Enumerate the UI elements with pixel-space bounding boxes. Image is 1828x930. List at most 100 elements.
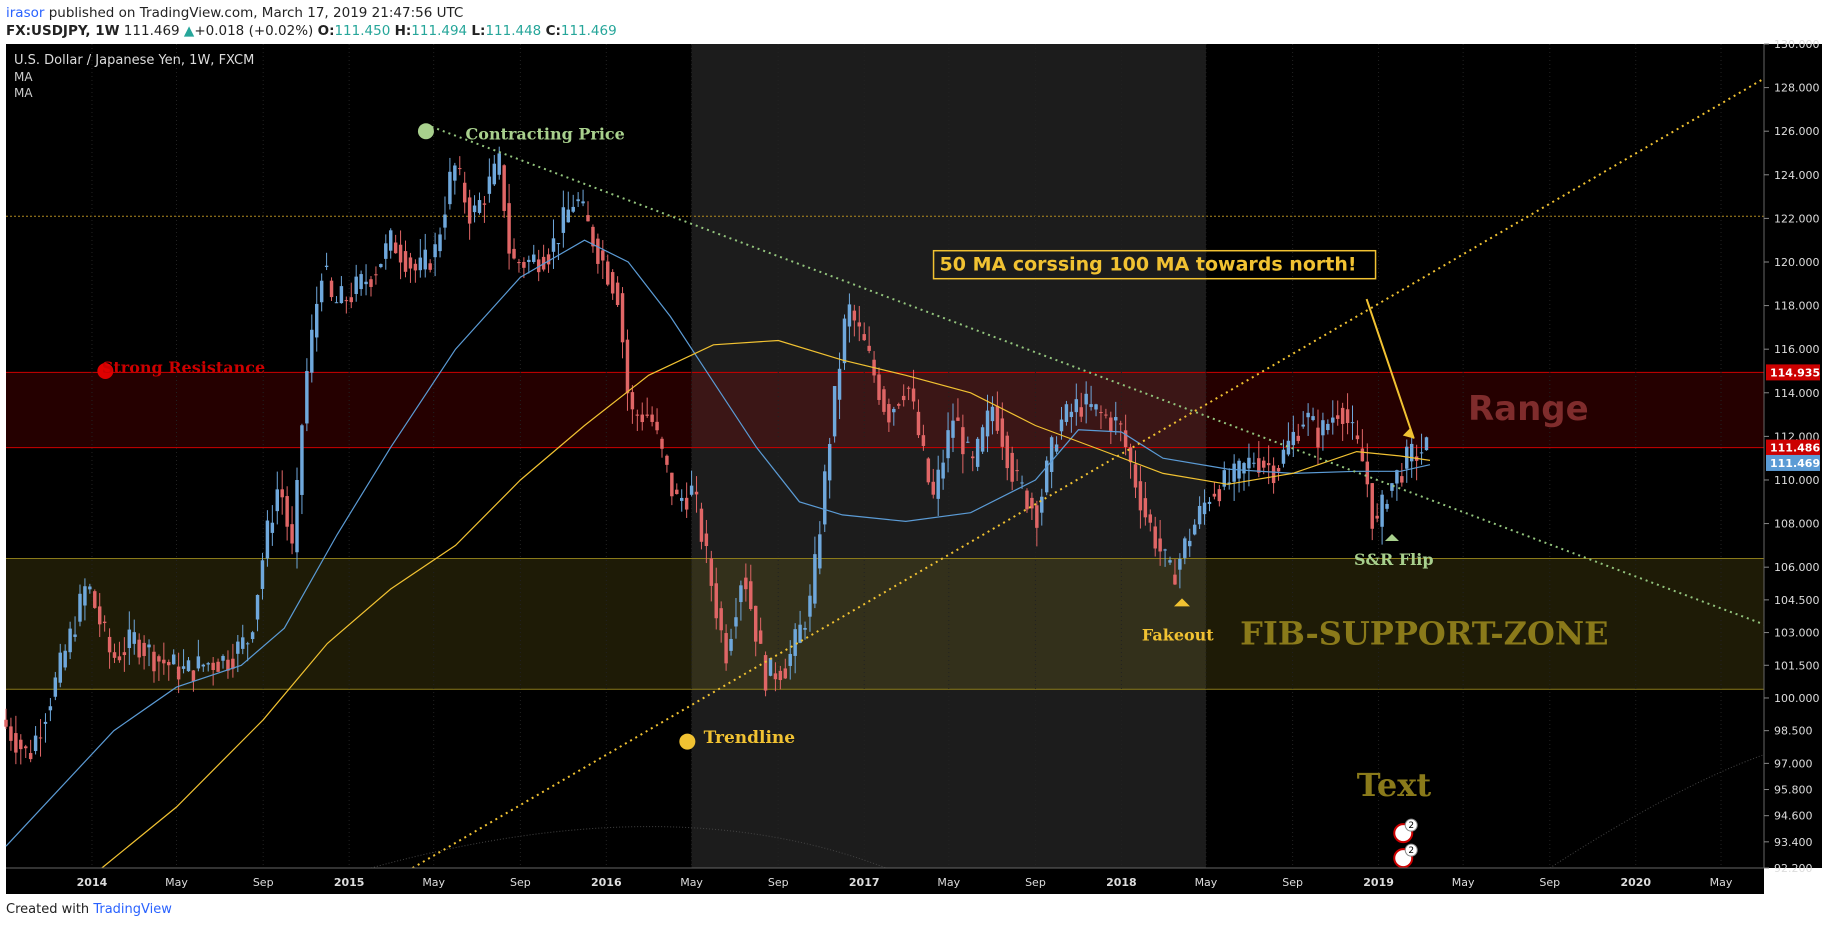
candle-body (28, 753, 33, 760)
candle-body (1040, 496, 1044, 513)
candle-body (4, 719, 8, 727)
up-arrow-icon: ▲ (183, 23, 195, 39)
candle-body (181, 666, 186, 669)
y-tick-label: 110.000 (1774, 474, 1820, 487)
candle-body (778, 670, 783, 681)
y-tick-label: 106.000 (1774, 561, 1820, 574)
candle-body (216, 661, 220, 672)
y-tick-label: 93.400 (1774, 836, 1813, 849)
candle-body (827, 444, 832, 481)
candle-body (241, 637, 245, 649)
annotation-text: Text (1357, 766, 1432, 804)
candle-body (221, 655, 225, 661)
candle-body (497, 153, 501, 175)
candle-body (729, 638, 733, 651)
x-tick-label: Sep (253, 876, 274, 889)
candle-body (788, 653, 792, 666)
candle-body (477, 200, 482, 213)
candle-body (453, 165, 457, 181)
candle-body (388, 230, 393, 251)
candle-body (1128, 447, 1133, 463)
candle-body (1380, 494, 1384, 527)
y-tick-label: 118.000 (1774, 300, 1820, 313)
candle-body (536, 259, 541, 273)
legend-ma2: MA (14, 86, 33, 100)
candle-body (517, 261, 521, 264)
ma100-line (101, 339, 1431, 869)
candle-body (1212, 493, 1217, 497)
candle-body (734, 617, 738, 627)
arc-decoration (1549, 754, 1765, 869)
falling-trendline (425, 123, 1764, 626)
candle-body (58, 652, 62, 683)
price-label-box (1766, 454, 1820, 471)
candle-body (1168, 560, 1172, 563)
candle-body (1178, 558, 1182, 570)
candle-body (137, 639, 141, 658)
trendline-marker (679, 733, 696, 750)
candle-body (1345, 409, 1350, 424)
tradingview-link[interactable]: TradingView (93, 902, 172, 917)
candle-body (329, 280, 334, 298)
candle-body (206, 663, 210, 665)
candle-body (966, 441, 970, 443)
low-value: 111.448 (485, 23, 542, 39)
candle-body (660, 438, 664, 449)
candle-body (1054, 444, 1059, 452)
event-count-bubble (1404, 843, 1418, 857)
candle-body (1217, 489, 1222, 502)
candle-body (1059, 419, 1064, 432)
candle-body (818, 534, 822, 569)
candle-body (186, 660, 191, 672)
candle-body (1286, 440, 1291, 455)
candle-body (724, 633, 728, 664)
candle-body (1138, 481, 1143, 511)
arc-decoration (370, 826, 887, 869)
symbol-label: FX:USDJPY, 1W (6, 23, 120, 39)
y-tick-label: 92.200 (1774, 862, 1813, 875)
candle-body (245, 643, 250, 645)
candle-body (334, 302, 339, 304)
candle-body (102, 621, 107, 624)
candle-body (689, 485, 694, 495)
publisher-link[interactable]: irasor (6, 5, 45, 21)
y-tick-label: 95.800 (1774, 784, 1813, 797)
candle-body (645, 414, 649, 416)
candle-body (911, 388, 916, 402)
candle-body (926, 458, 931, 483)
candle-body (897, 404, 901, 406)
candle-body (601, 250, 605, 261)
candle-body (97, 606, 102, 625)
x-tick-label: 2017 (849, 876, 880, 889)
candle-body (675, 489, 679, 495)
candle-body (290, 524, 294, 544)
candle-body (837, 368, 842, 400)
y-tick-label: 122.000 (1774, 212, 1820, 225)
annotation-trendline: Trendline (704, 728, 796, 748)
candle-body (1025, 490, 1029, 510)
candle-body (1271, 465, 1276, 484)
candle-body (339, 286, 344, 304)
candle-body (1252, 462, 1256, 464)
candle-body (1232, 463, 1236, 482)
candle-body (867, 345, 871, 351)
candle-body (704, 533, 709, 547)
candle-body (413, 263, 418, 271)
candle-body (758, 630, 763, 644)
y-tick-label: 100.000 (1774, 692, 1820, 705)
candle-body (250, 632, 255, 640)
candle-body (458, 168, 462, 170)
candle-body (201, 664, 206, 667)
candle-body (921, 435, 926, 446)
candle-body (492, 163, 497, 185)
candle-body (1390, 483, 1394, 491)
ma50-line (5, 239, 1431, 847)
candle-body (1301, 424, 1305, 427)
candle-body (33, 735, 38, 752)
candle-body (236, 641, 240, 654)
candle-body (635, 414, 640, 416)
candle-body (127, 629, 132, 649)
candle-body (566, 209, 571, 223)
candle-body (551, 238, 556, 252)
